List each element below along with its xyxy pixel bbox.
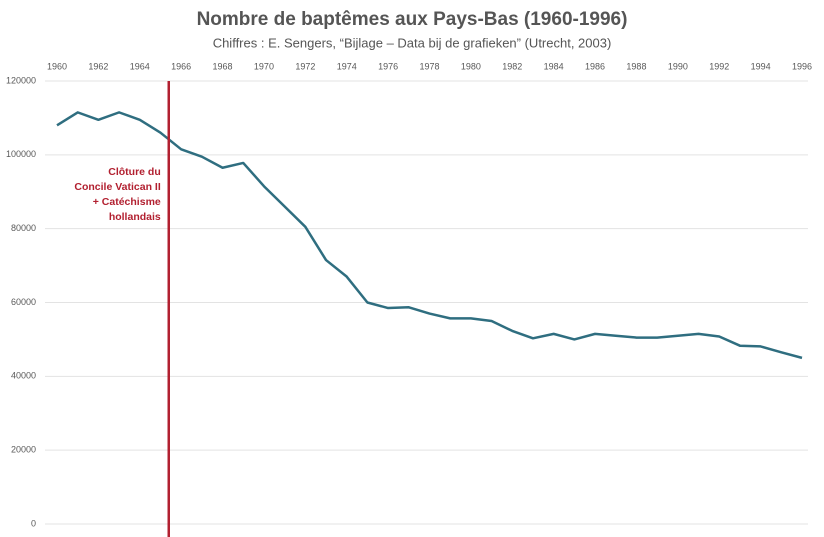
x-tick-label: 1982 — [502, 61, 522, 71]
annotation: + Catéchisme — [93, 196, 161, 208]
annotation: Clôture du — [108, 166, 161, 178]
x-tick-label: 1994 — [751, 61, 771, 71]
x-tick-label: 1980 — [461, 61, 481, 71]
x-tick-label: 1978 — [419, 61, 439, 71]
x-tick-label: 1974 — [337, 61, 357, 71]
x-tick-label: 1976 — [378, 61, 398, 71]
y-tick-label: 40000 — [11, 371, 36, 381]
x-tick-label: 1968 — [213, 61, 233, 71]
x-tick-label: 1990 — [668, 61, 688, 71]
x-tick-label: 1986 — [585, 61, 605, 71]
x-tick-label: 1970 — [254, 61, 274, 71]
x-tick-label: 1962 — [88, 61, 108, 71]
y-tick-label: 20000 — [11, 445, 36, 455]
x-tick-label: 1988 — [626, 61, 646, 71]
x-tick-label: 1996 — [792, 61, 812, 71]
data-line — [56, 111, 803, 360]
x-tick-label: 1984 — [544, 61, 564, 71]
annotation: Concile Vatican II — [74, 181, 160, 193]
x-tick-label: 1972 — [295, 61, 315, 71]
x-tick-label: 1966 — [171, 61, 191, 71]
y-tick-label: 120000 — [6, 75, 36, 85]
annotation: hollandais — [109, 211, 161, 223]
y-tick-label: 0 — [31, 518, 36, 528]
x-tick-label: 1992 — [709, 61, 729, 71]
y-tick-label: 80000 — [11, 223, 36, 233]
x-tick-label: 1960 — [47, 61, 67, 71]
chart-title: Nombre de baptêmes aux Pays-Bas (1960-19… — [197, 9, 628, 30]
y-tick-label: 60000 — [11, 297, 36, 307]
x-tick-label: 1964 — [130, 61, 150, 71]
chart-subtitle: Chiffres : E. Sengers, “Bijlage – Data b… — [213, 35, 612, 50]
y-tick-label: 100000 — [6, 149, 36, 159]
